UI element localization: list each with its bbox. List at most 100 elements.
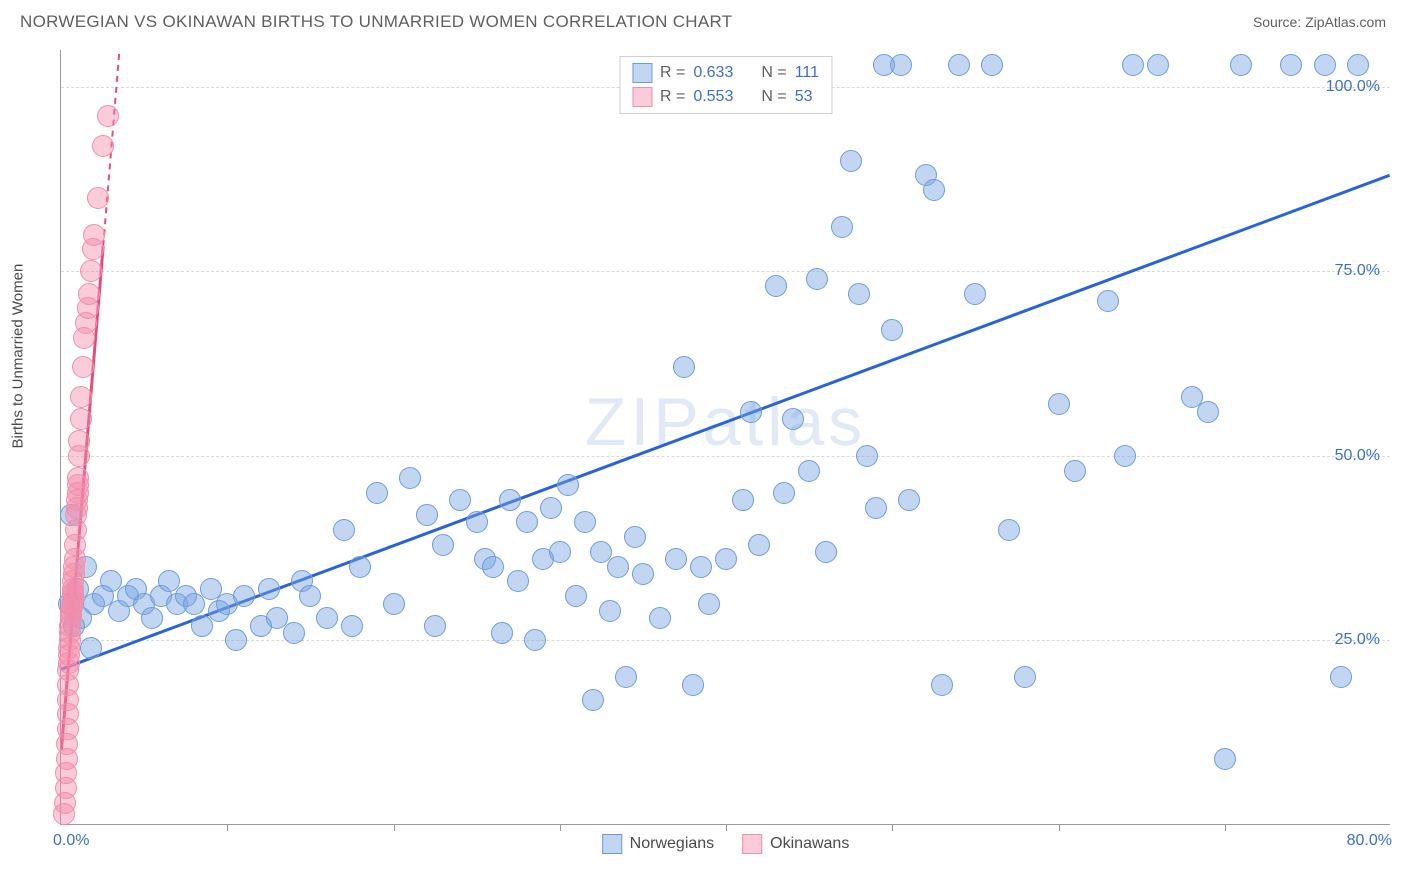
legend-swatch xyxy=(632,87,652,107)
legend-correlation-row: R =0.633N =111 xyxy=(632,61,819,85)
data-point xyxy=(782,408,804,430)
data-point xyxy=(78,283,100,305)
data-point xyxy=(856,445,878,467)
data-point xyxy=(80,637,102,659)
data-point xyxy=(806,268,828,290)
data-point xyxy=(865,497,887,519)
chart-source: Source: ZipAtlas.com xyxy=(1253,14,1386,30)
data-point xyxy=(881,319,903,341)
data-point xyxy=(898,489,920,511)
data-point xyxy=(283,622,305,644)
legend-correlation-row: R =0.553N =53 xyxy=(632,85,819,109)
chart-plot-area: ZIPatlas 25.0%50.0%75.0%100.0% 0.0% 80.0… xyxy=(60,50,1390,825)
data-point xyxy=(848,283,870,305)
data-point xyxy=(831,216,853,238)
data-point xyxy=(582,689,604,711)
data-point xyxy=(565,585,587,607)
data-point xyxy=(466,511,488,533)
data-point xyxy=(740,401,762,423)
data-point xyxy=(1147,54,1169,76)
data-point xyxy=(399,467,421,489)
gridline xyxy=(61,640,1390,641)
data-point xyxy=(524,629,546,651)
data-point xyxy=(607,556,629,578)
data-point xyxy=(92,135,114,157)
data-point xyxy=(482,556,504,578)
y-tick-label: 100.0% xyxy=(1326,78,1380,96)
data-point xyxy=(383,593,405,615)
data-point xyxy=(491,622,513,644)
data-point xyxy=(299,585,321,607)
legend-series-item: Okinawans xyxy=(742,834,849,854)
data-point xyxy=(516,511,538,533)
series-legend: Norwegians Okinawans xyxy=(602,834,850,854)
n-value: 53 xyxy=(795,88,813,106)
data-point xyxy=(449,489,471,511)
watermark: ZIPatlas xyxy=(585,383,866,461)
data-point xyxy=(225,629,247,651)
data-point xyxy=(549,541,571,563)
data-point xyxy=(432,534,454,556)
data-point xyxy=(68,430,90,452)
data-point xyxy=(1097,290,1119,312)
data-point xyxy=(70,408,92,430)
data-point xyxy=(748,534,770,556)
data-point xyxy=(540,497,562,519)
data-point xyxy=(1014,666,1036,688)
data-point xyxy=(981,54,1003,76)
y-tick-label: 75.0% xyxy=(1335,262,1380,280)
data-point xyxy=(80,260,102,282)
data-point xyxy=(673,356,695,378)
legend-swatch xyxy=(742,834,762,854)
data-point xyxy=(499,489,521,511)
data-point xyxy=(349,556,371,578)
x-tick-mark xyxy=(227,824,228,831)
data-point xyxy=(732,489,754,511)
data-point xyxy=(366,482,388,504)
n-label: N = xyxy=(761,64,786,82)
data-point xyxy=(507,570,529,592)
data-point xyxy=(624,526,646,548)
data-point xyxy=(1197,401,1219,423)
data-point xyxy=(665,548,687,570)
data-point xyxy=(964,283,986,305)
data-point xyxy=(83,224,105,246)
data-point xyxy=(1347,54,1369,76)
n-value: 111 xyxy=(795,64,819,82)
data-point xyxy=(682,674,704,696)
data-point xyxy=(890,54,912,76)
data-point xyxy=(998,519,1020,541)
data-point xyxy=(141,607,163,629)
data-point xyxy=(632,563,654,585)
data-point xyxy=(67,467,89,489)
legend-series-label: Norwegians xyxy=(630,835,714,853)
trend-lines xyxy=(61,50,1390,824)
data-point xyxy=(815,541,837,563)
data-point xyxy=(765,275,787,297)
data-point xyxy=(1280,54,1302,76)
r-value: 0.633 xyxy=(693,64,733,82)
y-axis-label: Births to Unmarried Women xyxy=(10,264,27,449)
x-axis-min-label: 0.0% xyxy=(53,832,89,850)
data-point xyxy=(316,607,338,629)
data-point xyxy=(690,556,712,578)
data-point xyxy=(333,519,355,541)
data-point xyxy=(233,585,255,607)
data-point xyxy=(798,460,820,482)
data-point xyxy=(840,150,862,172)
data-point xyxy=(773,482,795,504)
data-point xyxy=(1214,748,1236,770)
legend-series-label: Okinawans xyxy=(770,835,849,853)
data-point xyxy=(1330,666,1352,688)
data-point xyxy=(87,187,109,209)
data-point xyxy=(931,674,953,696)
legend-swatch xyxy=(602,834,622,854)
data-point xyxy=(649,607,671,629)
data-point xyxy=(948,54,970,76)
correlation-legend: R =0.633N =111R =0.553N =53 xyxy=(619,56,832,114)
data-point xyxy=(1122,54,1144,76)
data-point xyxy=(258,578,280,600)
data-point xyxy=(416,504,438,526)
gridline xyxy=(61,456,1390,457)
x-tick-mark xyxy=(560,824,561,831)
